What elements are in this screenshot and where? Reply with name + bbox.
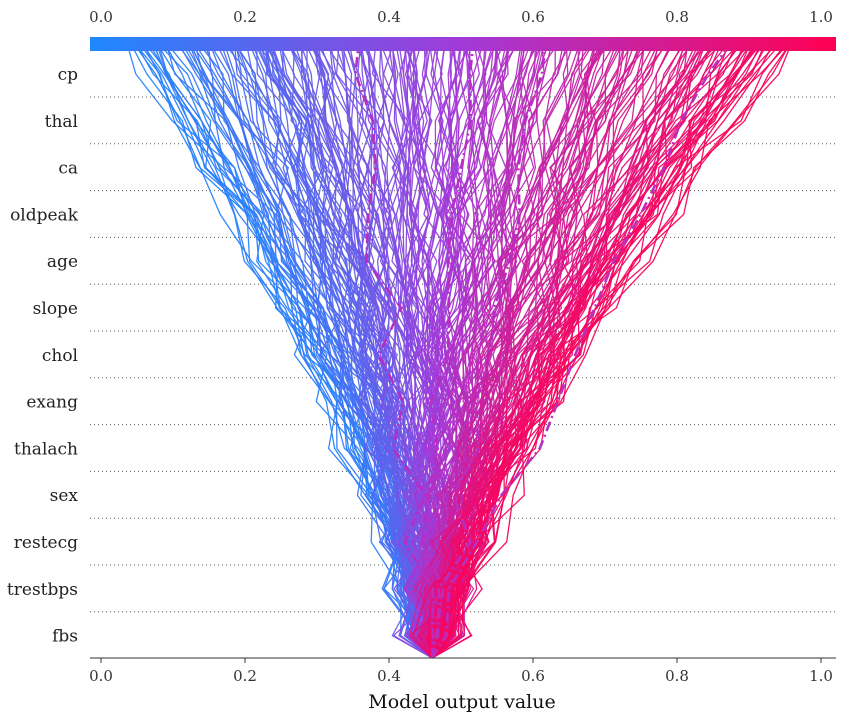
decision-line xyxy=(402,38,498,658)
feature-label-cp: cp xyxy=(58,65,79,85)
feature-label-thalach: thalach xyxy=(14,439,78,459)
feature-label-ca: ca xyxy=(58,159,78,179)
decision-line xyxy=(145,38,437,658)
top-tick-label: 0.6 xyxy=(521,8,545,26)
decision-line xyxy=(207,38,433,658)
feature-label-age: age xyxy=(47,252,78,272)
decision-line xyxy=(313,38,433,658)
decision-line xyxy=(431,38,768,658)
bottom-tick-label: 0.0 xyxy=(89,667,113,685)
feature-label-fbs: fbs xyxy=(52,627,78,647)
decision-line xyxy=(139,38,438,658)
decision-line xyxy=(431,38,795,658)
bottom-tick-label: 0.8 xyxy=(665,667,689,685)
decision-line xyxy=(431,38,759,658)
decision-line xyxy=(186,38,433,658)
decision-line xyxy=(267,38,433,658)
top-tick-label: 0.0 xyxy=(89,8,113,26)
decision-line xyxy=(128,38,433,658)
top-tick-labels: 0.0 0.2 0.4 0.6 0.8 1.0 xyxy=(89,8,833,26)
top-tick-label: 0.4 xyxy=(377,8,401,26)
decision-line xyxy=(408,38,608,658)
highlight-line xyxy=(431,38,737,658)
bottom-tick-label: 0.6 xyxy=(521,667,545,685)
decision-line xyxy=(397,38,447,658)
decision-line xyxy=(415,38,645,658)
feature-label-exang: exang xyxy=(26,393,78,413)
decision-line xyxy=(431,38,795,658)
bottom-tick-label: 0.2 xyxy=(233,667,257,685)
colorbar xyxy=(90,37,836,51)
decision-line xyxy=(431,38,748,658)
feature-label-sex: sex xyxy=(50,486,79,506)
highlight-line xyxy=(430,38,548,658)
feature-label-oldpeak: oldpeak xyxy=(10,205,79,225)
top-tick-label: 0.8 xyxy=(665,8,689,26)
feature-label-chol: chol xyxy=(42,346,78,366)
feature-labels: cp thal ca oldpeak age slope chol exang thalach s… xyxy=(7,65,79,647)
feature-label-thal: thal xyxy=(45,112,78,132)
decision-line xyxy=(431,38,796,658)
top-tick-label: 1.0 xyxy=(809,8,833,26)
decision-line xyxy=(431,38,778,658)
decision-line xyxy=(431,38,784,658)
highlight-line xyxy=(421,38,476,658)
x-axis-title: Model output value xyxy=(368,691,555,713)
decision-lines xyxy=(124,38,796,658)
bottom-tick-label: 0.4 xyxy=(377,667,401,685)
decision-line xyxy=(422,38,523,658)
top-tick-label: 0.2 xyxy=(233,8,257,26)
feature-label-slope: slope xyxy=(33,299,78,319)
bottom-tick-label: 1.0 xyxy=(809,667,833,685)
decision-line xyxy=(275,38,435,658)
decision-line xyxy=(431,38,795,658)
decision-line xyxy=(431,38,772,658)
feature-label-trestbps: trestbps xyxy=(7,580,78,600)
decision-line xyxy=(251,38,433,658)
decision-line xyxy=(335,38,443,658)
decision-line xyxy=(431,38,787,658)
feature-label-restecg: restecg xyxy=(14,533,78,553)
decision-line xyxy=(408,38,475,658)
bottom-tick-labels: 0.0 0.2 0.4 0.6 0.8 1.0 xyxy=(89,658,833,685)
highlight-line xyxy=(354,38,435,658)
